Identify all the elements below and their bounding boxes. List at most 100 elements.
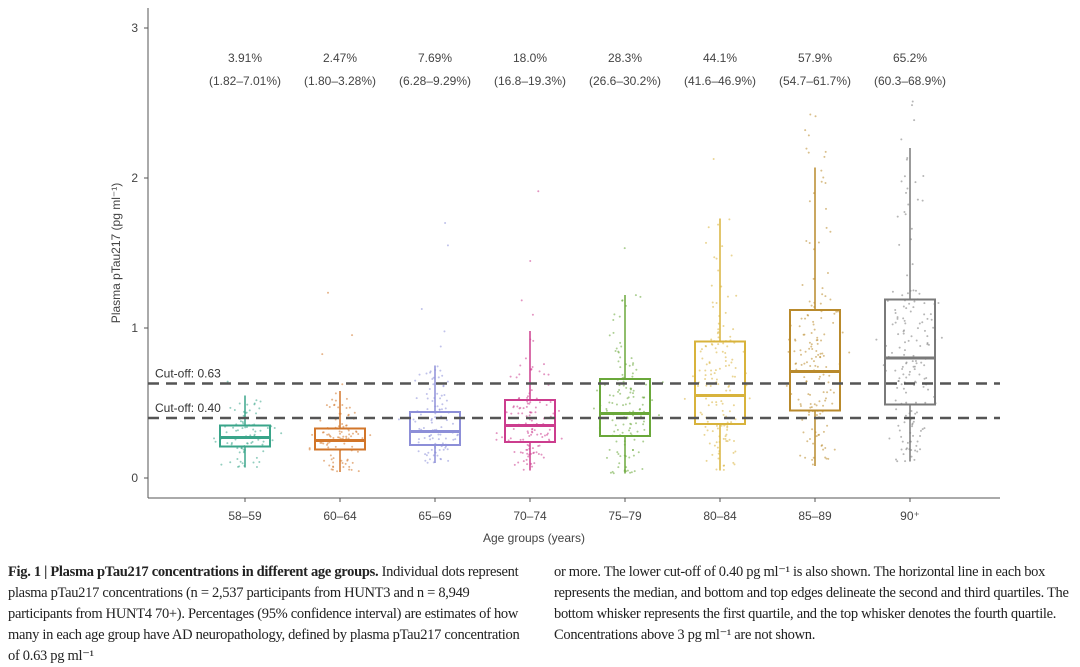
jitter-point <box>915 362 918 365</box>
jitter-point <box>608 394 611 397</box>
jitter-point <box>343 442 346 445</box>
jitter-point <box>812 277 815 280</box>
jitter-point <box>813 403 816 406</box>
jitter-point <box>793 350 796 353</box>
jitter-point <box>345 435 348 438</box>
jitter-point <box>628 456 631 459</box>
jitter-point <box>439 457 442 460</box>
jitter-point <box>711 343 714 346</box>
jitter-point <box>810 343 813 346</box>
jitter-point <box>797 398 800 401</box>
jitter-point <box>823 155 826 158</box>
jitter-point <box>713 444 716 447</box>
jitter-point <box>726 295 729 298</box>
confidence-interval-label: (60.3–68.9%) <box>874 74 946 88</box>
jitter-point <box>625 386 628 389</box>
y-tick-label: 1 <box>131 321 138 335</box>
jitter-point <box>923 427 926 430</box>
jitter-point <box>717 336 720 339</box>
jitter-point <box>623 247 626 250</box>
jitter-point <box>531 431 534 434</box>
jitter-point <box>631 392 634 395</box>
jitter-point <box>495 432 498 435</box>
jitter-point <box>895 408 898 411</box>
jitter-point <box>321 353 324 356</box>
jitter-point <box>875 338 878 341</box>
jitter-point <box>522 468 525 471</box>
jitter-point <box>822 404 825 407</box>
jitter-point <box>822 430 825 433</box>
jitter-point <box>725 433 728 436</box>
jitter-point <box>512 406 515 409</box>
jitter-point <box>715 351 718 354</box>
jitter-point <box>730 421 733 424</box>
jitter-point <box>720 424 723 427</box>
jitter-point <box>341 461 344 464</box>
jitter-point <box>619 341 622 344</box>
jitter-point <box>631 363 634 366</box>
jitter-point <box>710 373 713 376</box>
jitter-point <box>529 401 532 404</box>
jitter-point <box>329 454 332 457</box>
jitter-point <box>425 393 428 396</box>
jitter-point <box>618 462 621 465</box>
jitter-point <box>927 343 930 346</box>
jitter-point <box>213 437 216 440</box>
jitter-point <box>441 442 444 445</box>
jitter-point <box>526 443 529 446</box>
jitter-point <box>605 409 608 412</box>
jitter-point <box>704 378 707 381</box>
jitter-point <box>836 310 839 313</box>
jitter-point <box>822 373 825 376</box>
jitter-point <box>812 323 815 326</box>
jitter-point <box>824 399 827 402</box>
jitter-point <box>915 411 918 414</box>
jitter-point <box>817 241 820 244</box>
jitter-point <box>808 411 811 414</box>
jitter-point <box>620 345 623 348</box>
jitter-point <box>724 435 727 438</box>
jitter-point <box>439 397 442 400</box>
jitter-point <box>426 408 429 411</box>
jitter-point <box>921 199 924 202</box>
jitter-point <box>911 422 914 425</box>
percentage-label: 18.0% <box>513 51 547 65</box>
x-tick-label: 90⁺ <box>900 509 920 523</box>
jitter-point <box>807 413 810 416</box>
jitter-point <box>629 391 632 394</box>
jitter-point <box>530 433 533 436</box>
jitter-point <box>817 433 820 436</box>
jitter-point <box>713 256 716 259</box>
jitter-point <box>902 453 905 456</box>
jitter-point <box>918 322 921 325</box>
box <box>409 411 461 446</box>
jitter-point <box>495 438 498 441</box>
jitter-point <box>716 446 719 449</box>
jitter-point <box>271 439 274 442</box>
jitter-point <box>894 369 897 372</box>
jitter-point <box>824 181 827 184</box>
jitter-point <box>524 422 527 425</box>
jitter-point <box>431 400 434 403</box>
jitter-point <box>902 387 905 390</box>
jitter-point <box>912 354 915 357</box>
jitter-point <box>714 369 717 372</box>
jitter-point <box>732 439 735 442</box>
jitter-point <box>334 392 337 395</box>
jitter-point <box>821 287 824 290</box>
jitter-point <box>707 404 710 407</box>
jitter-point <box>799 349 802 352</box>
jitter-point <box>417 438 420 441</box>
jitter-point <box>897 424 900 427</box>
x-tick-label: 75–79 <box>608 509 642 523</box>
jitter-point <box>522 438 525 441</box>
jitter-point <box>342 425 345 428</box>
jitter-point <box>713 372 716 375</box>
jitter-point <box>525 458 528 461</box>
jitter-point <box>910 455 913 458</box>
jitter-point <box>705 363 708 366</box>
jitter-point <box>345 397 348 400</box>
jitter-point <box>824 447 827 450</box>
jitter-point <box>817 353 820 356</box>
y-tick-label: 3 <box>131 21 138 35</box>
